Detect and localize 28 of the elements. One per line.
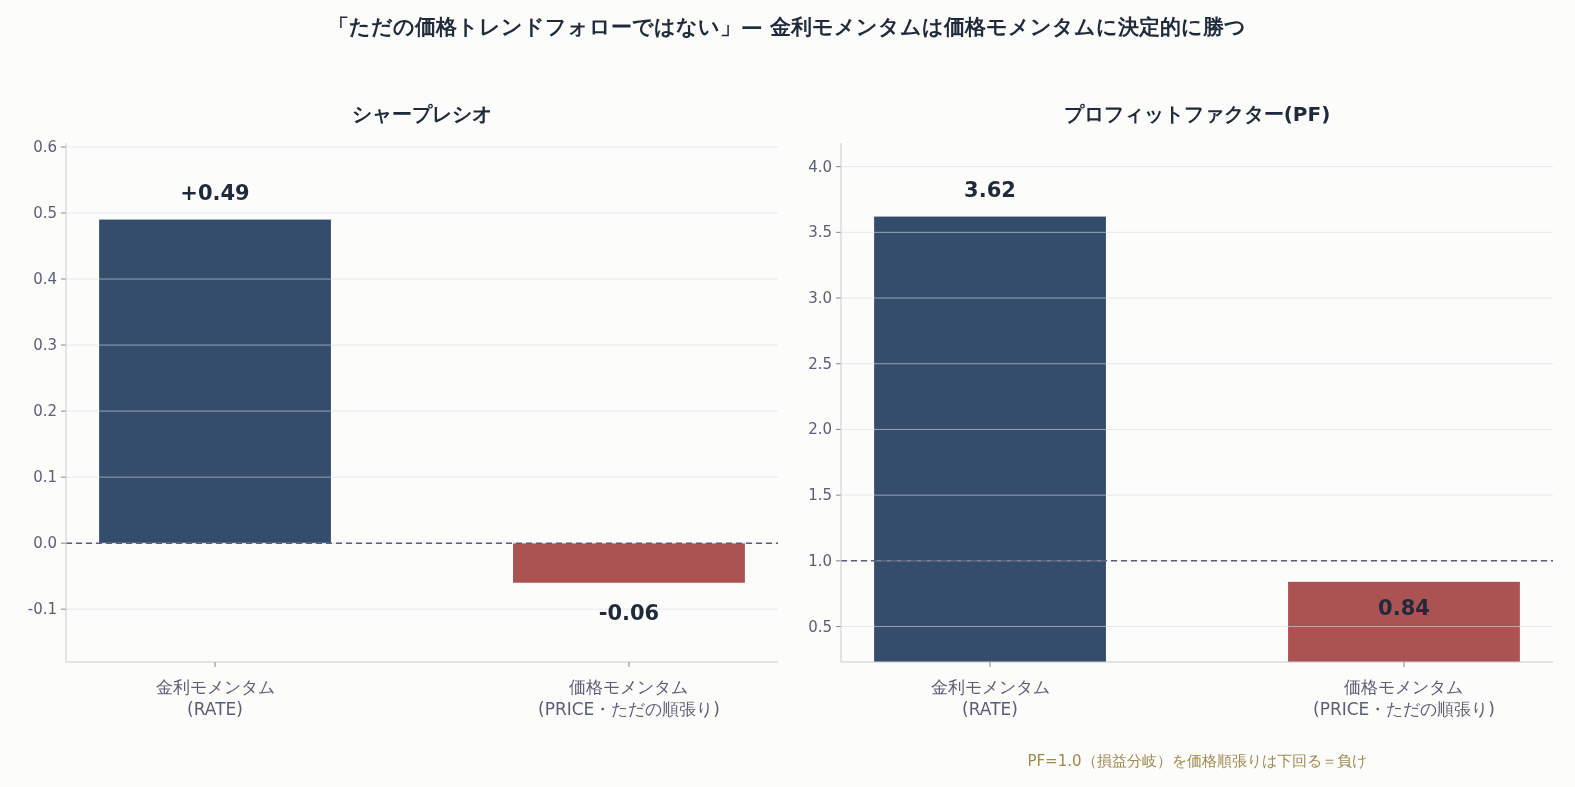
y-tick-label: 0.2 (33, 402, 57, 421)
chart-title: プロフィットファクター(PF) (1063, 102, 1331, 126)
chart-title: シャープレシオ (352, 102, 492, 126)
data-label: -0.06 (598, 600, 660, 625)
y-tick-label: 0.5 (808, 617, 832, 636)
y-tick-label: 0.3 (33, 336, 57, 355)
y-tick-label: 4.0 (808, 157, 832, 176)
y-tick-label: 3.5 (808, 223, 832, 242)
x-tick-label: 価格モメンタム (PRICE・ただの順張り) (538, 677, 720, 719)
y-tick-label: 1.5 (808, 486, 832, 505)
data-label: 0.84 (1378, 595, 1430, 620)
text: PF=1.0（損益分岐）を価格順張りは下回る＝負け (1027, 752, 1367, 770)
x-tick-label: 金利モメンタム (RATE) (930, 677, 1050, 719)
y-tick-label: 2.0 (808, 420, 832, 439)
text: 「ただの価格トレンドフォローではない」— 金利モメンタムは価格モメンタムに決定的に勝つ (328, 15, 1246, 39)
y-tick-label: 1.0 (808, 551, 832, 570)
y-tick-label: 2.5 (808, 354, 832, 373)
x-tick-label: 金利モメンタム (RATE) (155, 677, 275, 719)
y-tick-label: 3.0 (808, 289, 832, 308)
y-tick-label: 0.6 (33, 137, 57, 156)
data-label: +0.49 (180, 180, 250, 205)
y-tick-label: 0.4 (33, 270, 57, 289)
y-tick-label: 0.0 (33, 534, 57, 553)
data-label: 3.62 (964, 177, 1016, 202)
y-tick-label: 0.5 (33, 203, 57, 222)
y-tick-label: 0.1 (33, 468, 57, 487)
y-tick-label: -0.1 (27, 600, 57, 619)
x-tick-label: 価格モメンタム (PRICE・ただの順張り) (1313, 677, 1495, 719)
